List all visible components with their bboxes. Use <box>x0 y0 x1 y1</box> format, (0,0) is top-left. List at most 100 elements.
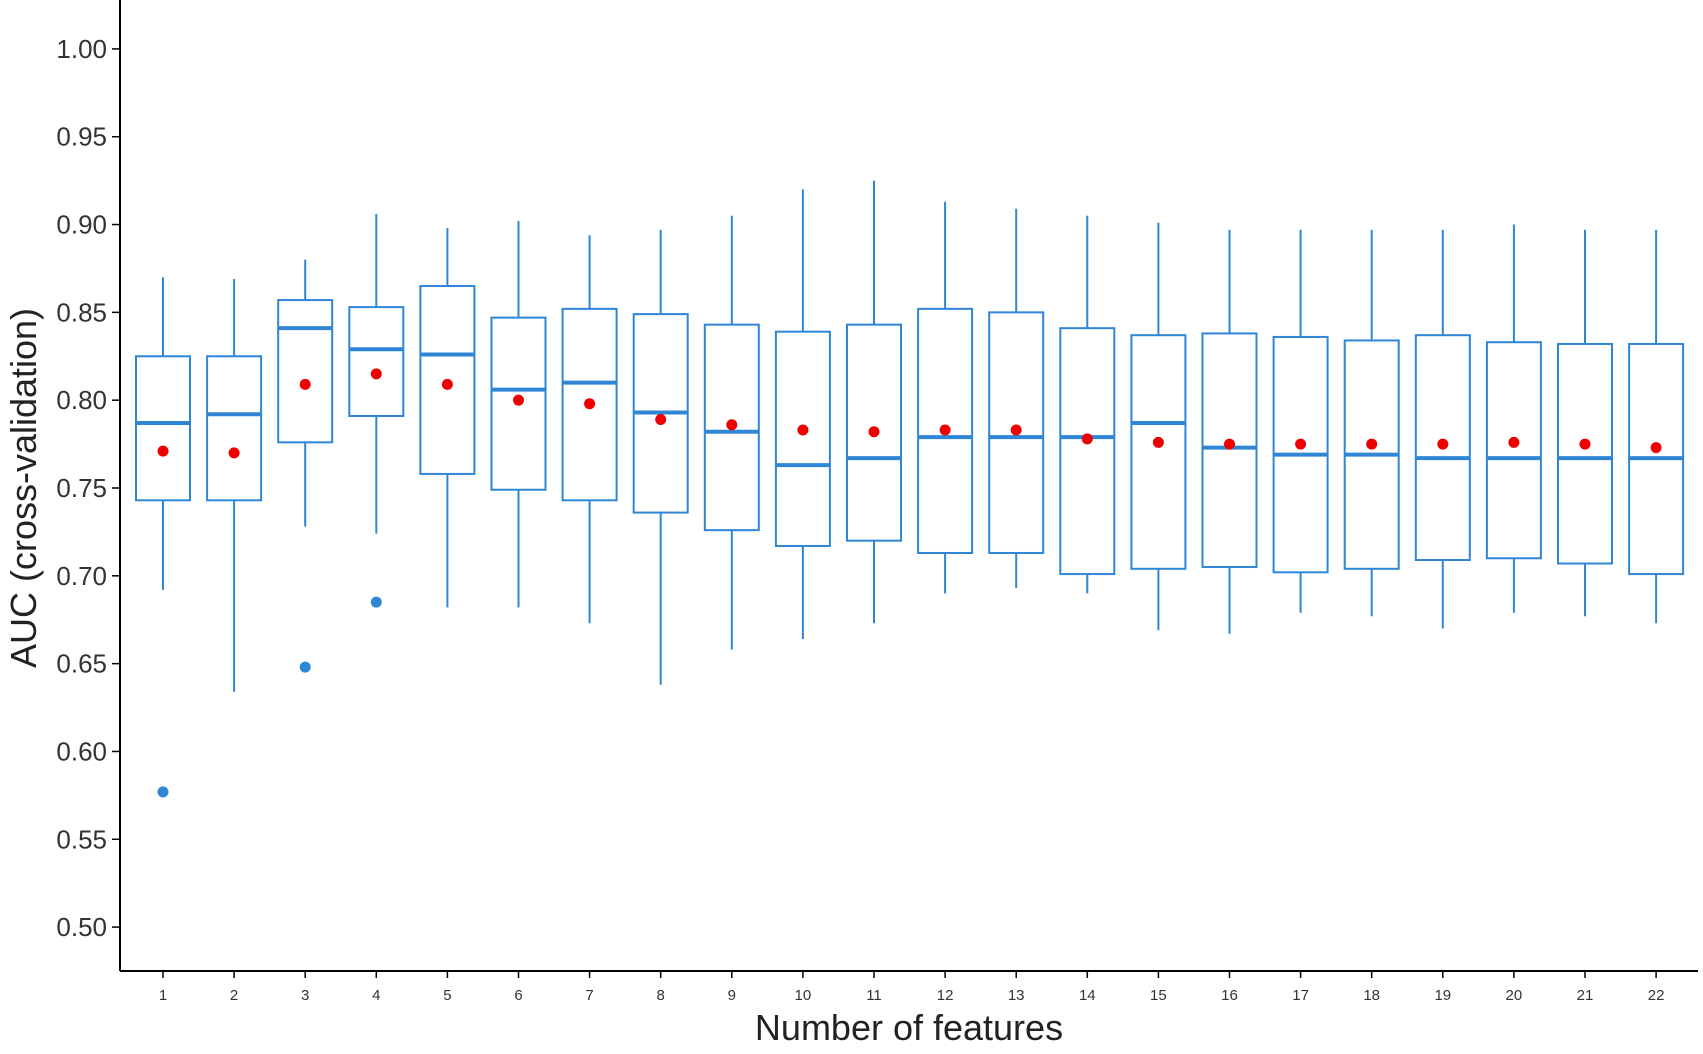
mean-point <box>1366 438 1378 450</box>
outlier-point <box>299 661 311 673</box>
x-tick-label: 18 <box>1363 987 1380 1004</box>
x-tick-label: 1 <box>159 987 167 1004</box>
iqr-box <box>561 307 618 502</box>
x-tick-label: 16 <box>1221 987 1238 1004</box>
y-tick-label: 0.85 <box>56 297 107 327</box>
x-tick-label: 10 <box>795 987 812 1004</box>
y-tick-label: 0.65 <box>56 649 107 679</box>
outlier-point <box>370 596 382 608</box>
y-tick-label: 0.90 <box>56 210 107 240</box>
iqr-box <box>206 355 263 502</box>
box-group <box>703 215 760 650</box>
y-tick-label: 0.50 <box>56 912 107 942</box>
mean-point <box>1508 436 1520 448</box>
iqr-box <box>774 330 831 547</box>
iqr-box <box>917 307 974 554</box>
boxes-layer <box>135 180 1685 798</box>
x-tick-label: 12 <box>937 987 954 1004</box>
box-group <box>1343 229 1400 617</box>
x-tick-label: 5 <box>443 987 451 1004</box>
x-tick-label: 22 <box>1648 987 1665 1004</box>
box-group <box>1130 222 1187 631</box>
x-axis-label: Number of features <box>755 1007 1063 1048</box>
iqr-box <box>1130 334 1187 570</box>
mean-point <box>939 424 951 436</box>
x-tick-label: 9 <box>728 987 736 1004</box>
x-tick-label: 8 <box>657 987 665 1004</box>
mean-point <box>299 378 311 390</box>
mean-point <box>441 378 453 390</box>
box-group <box>1485 224 1542 613</box>
box-group <box>846 180 902 624</box>
iqr-box <box>135 355 191 502</box>
x-tick-label: 20 <box>1506 987 1523 1004</box>
mean-point <box>1295 438 1307 450</box>
box-group <box>277 259 334 673</box>
y-tick-label: 1.00 <box>56 34 107 64</box>
y-tick-label: 0.70 <box>56 561 107 591</box>
mean-point <box>655 414 667 426</box>
mean-point <box>370 368 382 380</box>
y-tick-label: 0.75 <box>56 473 107 503</box>
mean-point <box>228 447 240 459</box>
box-group <box>135 277 191 798</box>
iqr-box <box>348 306 405 417</box>
box-group <box>988 208 1045 589</box>
box-group <box>917 201 974 594</box>
x-tick-label: 19 <box>1434 987 1451 1004</box>
mean-point <box>868 426 880 438</box>
iqr-box <box>1059 327 1116 576</box>
y-tick-label: 0.95 <box>56 122 107 152</box>
outlier-point <box>157 786 169 798</box>
x-tick-label: 14 <box>1079 987 1096 1004</box>
iqr-box <box>703 323 760 532</box>
x-tick-label: 21 <box>1577 987 1594 1004</box>
mean-point <box>157 445 169 457</box>
box-group <box>774 189 831 640</box>
x-tick-label: 2 <box>230 987 238 1004</box>
x-tick-label: 3 <box>301 987 309 1004</box>
x-tick-label: 17 <box>1292 987 1309 1004</box>
iqr-box <box>419 285 476 475</box>
mean-point <box>584 398 596 410</box>
y-axis-ticks: 0.50 0.55 0.60 0.65 0.70 0.75 0.80 0.85 0.90 0.95… <box>56 34 120 942</box>
box-group <box>1201 229 1258 634</box>
mean-point <box>1152 436 1164 448</box>
x-axis-ticks: 1 2 3 4 5 6 7 8 9 10 11 12 13 14 15 16 17 18 19 20 21 22 <box>159 971 1665 1004</box>
axes-layer <box>119 0 1698 972</box>
iqr-box <box>1201 332 1258 569</box>
iqr-box <box>1485 341 1542 560</box>
y-tick-label: 0.60 <box>56 736 107 766</box>
box-group <box>632 229 689 685</box>
box-group <box>1414 229 1471 629</box>
box-group <box>1272 229 1329 613</box>
x-tick-label: 6 <box>514 987 522 1004</box>
mean-point <box>1579 438 1591 450</box>
x-tick-label: 13 <box>1008 987 1025 1004</box>
x-tick-label: 15 <box>1150 987 1167 1004</box>
mean-point <box>1437 438 1449 450</box>
mean-point <box>1081 433 1093 445</box>
x-tick-label: 11 <box>866 987 882 1004</box>
mean-point <box>797 424 809 436</box>
mean-point <box>1650 442 1662 454</box>
x-tick-label: 4 <box>372 987 380 1004</box>
iqr-box <box>1557 342 1613 565</box>
iqr-box <box>1414 334 1471 562</box>
iqr-box <box>490 316 547 491</box>
box-group <box>1557 229 1613 617</box>
box-group <box>206 278 263 692</box>
box-group <box>419 228 476 608</box>
x-tick-label: 7 <box>585 987 593 1004</box>
y-tick-label: 0.80 <box>56 385 107 415</box>
mean-point <box>1010 424 1022 436</box>
box-group <box>1059 215 1116 594</box>
mean-point <box>726 419 738 431</box>
box-group <box>348 214 405 608</box>
iqr-box <box>988 311 1045 554</box>
iqr-box <box>846 323 902 542</box>
mean-point <box>513 394 524 406</box>
box-group <box>1628 229 1685 624</box>
